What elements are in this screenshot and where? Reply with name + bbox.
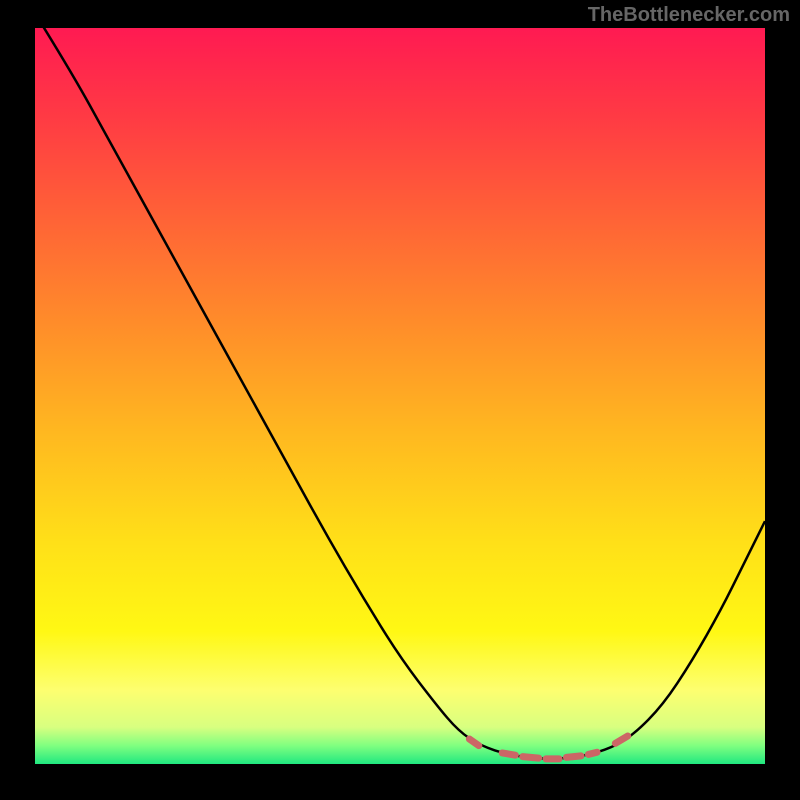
curve-layer: [35, 28, 765, 764]
bottleneck-curve: [35, 28, 765, 759]
optimal-range-markers: [469, 736, 627, 759]
chart-outer: TheBottlenecker.com: [0, 0, 800, 800]
plot-area: [35, 28, 765, 764]
watermark-text: TheBottlenecker.com: [588, 4, 790, 27]
